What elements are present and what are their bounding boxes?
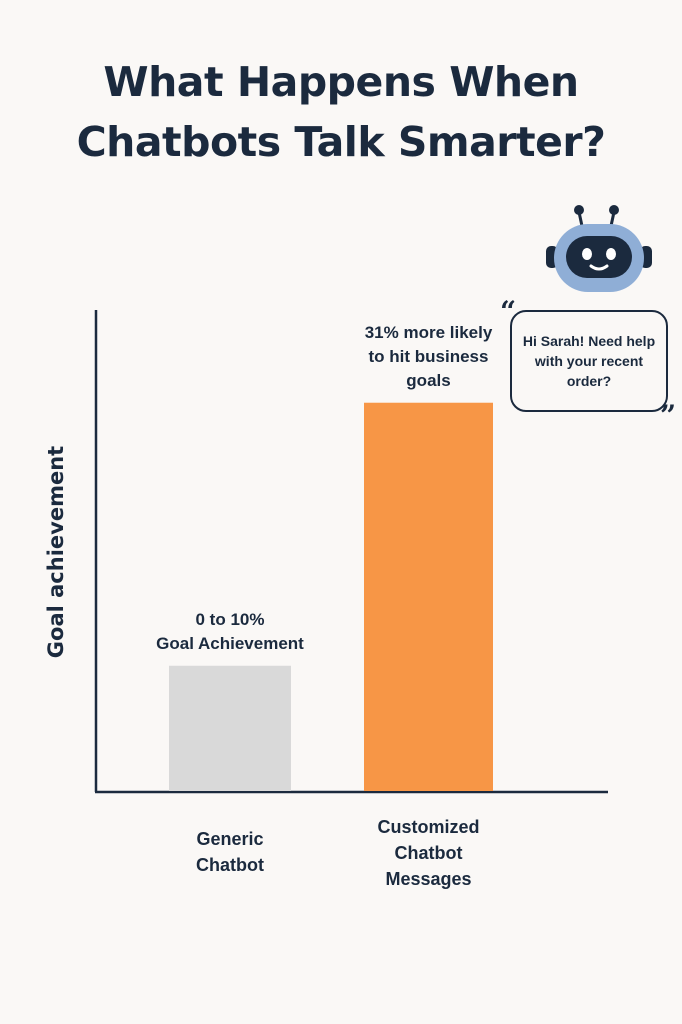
robot-icon	[546, 205, 652, 292]
page-title: What Happens When Chatbots Talk Smarter?	[0, 52, 682, 172]
x-tick-label-0: Generic Chatbot	[196, 829, 264, 875]
bar-0	[169, 665, 291, 791]
quote-close-mark: ”	[660, 399, 677, 432]
speech-bubble-text: Hi Sarah! Need help with your recent ord…	[522, 333, 656, 389]
x-tick-label-1: Customized Chatbot Messages	[377, 817, 480, 889]
speech-bubble: Hi Sarah! Need help with your recent ord…	[510, 310, 668, 412]
title-line-2: Chatbots Talk Smarter?	[76, 118, 606, 166]
bar-1	[364, 402, 493, 791]
bar-value-label-1: 31% more likely to hit business goals	[364, 322, 493, 390]
bar-value-label-0: 0 to 10% Goal Achievement	[156, 609, 304, 653]
y-axis-label: Goal achievement	[44, 445, 68, 659]
title-line-1: What Happens When	[103, 58, 579, 106]
